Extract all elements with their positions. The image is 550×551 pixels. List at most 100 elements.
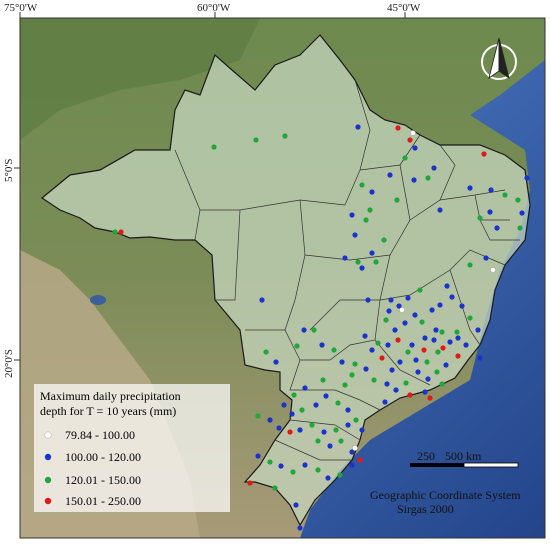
station-point xyxy=(467,185,473,191)
scale-bar-segment-1 xyxy=(410,463,464,467)
station-point xyxy=(411,177,417,183)
legend-swatch-3 xyxy=(44,476,52,484)
station-point xyxy=(402,155,408,161)
station-point xyxy=(422,389,428,395)
legend-item-4: 150.01 - 250.00 xyxy=(44,494,141,508)
station-point xyxy=(373,259,379,265)
station-point xyxy=(409,342,415,348)
legend-label-3: 120.01 - 150.00 xyxy=(65,473,141,487)
station-point xyxy=(267,459,273,465)
station-point xyxy=(467,262,473,268)
station-point xyxy=(338,438,344,444)
precipitation-stations xyxy=(112,124,530,531)
station-point xyxy=(389,367,395,373)
station-point xyxy=(394,197,400,203)
station-point xyxy=(335,400,341,406)
station-point xyxy=(424,359,430,365)
station-point xyxy=(299,407,305,413)
station-point xyxy=(112,229,118,235)
station-point xyxy=(467,315,473,321)
station-point xyxy=(392,327,398,333)
station-point xyxy=(355,259,361,265)
station-point xyxy=(313,402,319,408)
station-point xyxy=(359,182,365,188)
station-point xyxy=(417,287,423,293)
station-point xyxy=(353,417,359,423)
station-point xyxy=(294,343,300,349)
station-point xyxy=(255,453,261,459)
station-point xyxy=(321,429,327,435)
graticule: 75°0'W 60°0'W 45°0'W 5°0'S 20°0'S xyxy=(3,2,546,539)
station-point xyxy=(293,502,299,508)
station-point xyxy=(289,411,295,417)
station-point xyxy=(363,366,369,372)
station-point xyxy=(342,255,348,261)
station-point xyxy=(273,359,279,365)
station-point xyxy=(454,329,460,335)
station-point xyxy=(396,303,402,309)
station-point xyxy=(487,209,493,215)
station-point xyxy=(272,485,278,491)
station-point xyxy=(488,187,494,193)
station-point xyxy=(439,381,445,387)
lat-label-5s: 5°0'S xyxy=(3,159,15,183)
station-point xyxy=(363,217,369,223)
station-point xyxy=(455,335,461,341)
station-point xyxy=(352,361,358,367)
station-point xyxy=(352,232,358,238)
station-point xyxy=(369,189,375,195)
station-point xyxy=(415,369,421,375)
northwest-land xyxy=(20,18,260,140)
legend-item-1: 79.84 - 100.00 xyxy=(44,428,135,442)
station-point xyxy=(431,337,437,343)
station-point xyxy=(379,355,385,361)
station-point xyxy=(431,165,437,171)
station-point xyxy=(282,133,288,139)
station-point xyxy=(382,399,388,405)
station-point xyxy=(402,320,408,326)
station-point xyxy=(385,342,391,348)
station-point xyxy=(421,347,427,353)
station-point xyxy=(437,302,443,308)
station-point xyxy=(349,212,355,218)
station-point xyxy=(281,402,287,408)
station-point xyxy=(309,422,315,428)
station-point xyxy=(519,210,525,216)
station-point xyxy=(413,357,419,363)
station-point xyxy=(255,413,261,419)
station-point xyxy=(440,345,446,351)
scale-bar: 250 500 km xyxy=(410,449,519,468)
station-point xyxy=(502,192,508,198)
station-point xyxy=(449,294,455,300)
station-point xyxy=(427,395,433,401)
station-point xyxy=(383,317,389,323)
datum-label: Sirgas 2000 xyxy=(397,502,454,516)
station-point xyxy=(290,469,296,475)
station-point xyxy=(349,449,355,455)
scale-bar-segment-2 xyxy=(463,462,519,468)
station-point xyxy=(357,457,363,463)
station-point xyxy=(311,327,317,333)
station-point xyxy=(395,125,401,131)
station-point xyxy=(319,342,325,348)
legend-label-2: 100.00 - 120.00 xyxy=(65,450,141,464)
station-point xyxy=(439,329,445,335)
station-point xyxy=(384,381,390,387)
station-point xyxy=(397,359,403,365)
legend-label-4: 150.01 - 250.00 xyxy=(65,494,141,508)
station-point xyxy=(399,307,405,313)
coordinate-system-label: Geographic Coordinate System xyxy=(370,488,521,502)
station-point xyxy=(211,144,217,150)
lon-label-45w: 45°0'W xyxy=(387,2,421,14)
lat-label-20s: 20°0'S xyxy=(3,349,15,378)
station-point xyxy=(369,250,375,256)
station-point xyxy=(325,475,331,481)
legend-label-1: 79.84 - 100.00 xyxy=(65,428,135,442)
station-point xyxy=(425,376,431,382)
brazil-territory xyxy=(40,34,531,527)
station-point xyxy=(276,425,282,431)
station-point xyxy=(355,124,361,130)
station-point xyxy=(381,237,387,243)
station-point xyxy=(365,297,371,303)
